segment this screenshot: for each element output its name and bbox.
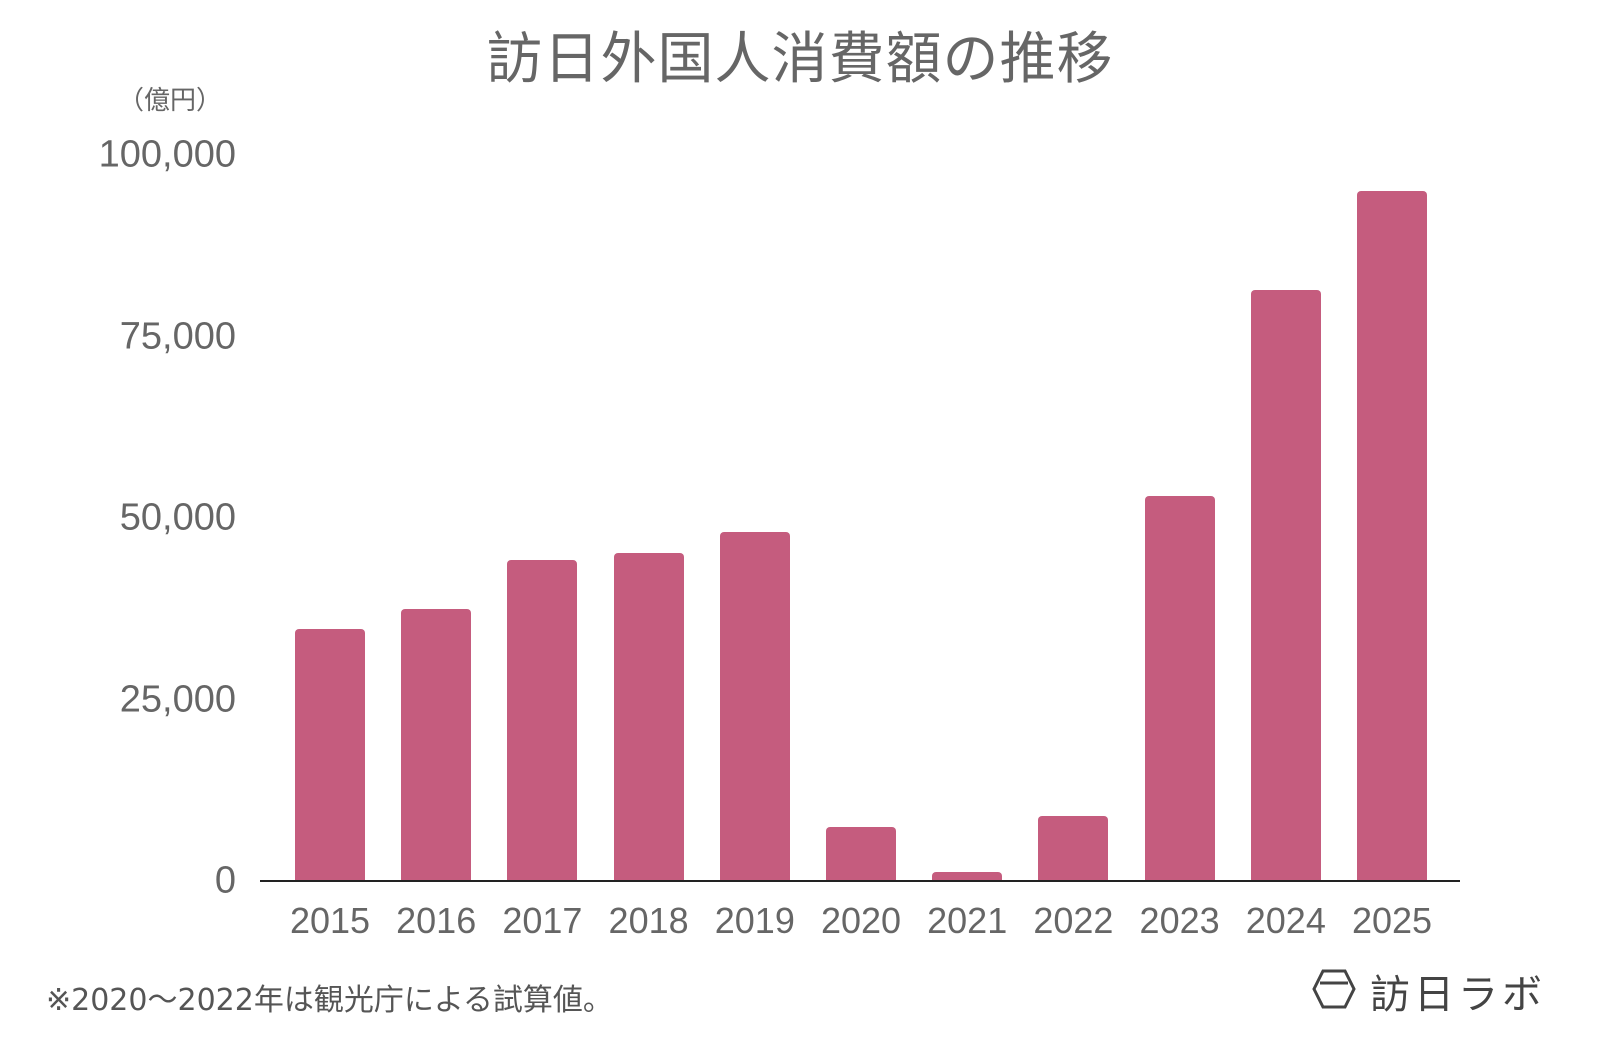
- bar-2020: [826, 826, 896, 881]
- x-tick-label: 2023: [1139, 900, 1220, 941]
- bar-2018: [613, 552, 684, 881]
- bar-2019: [719, 531, 790, 881]
- bar-2015: [295, 628, 365, 881]
- footnote: ※2020〜2022年は観光庁による試算値。: [46, 983, 613, 1018]
- x-tick-label: 2020: [820, 900, 902, 941]
- x-tick-label: 2019: [714, 900, 795, 941]
- brand-logo: 訪日ラボ: [1312, 962, 1546, 1020]
- bar-2017: [507, 560, 578, 881]
- bar-2021: [932, 872, 1003, 881]
- y-tick-label: 25,000: [119, 678, 236, 720]
- bar-2024: [1250, 290, 1321, 881]
- y-tick-label: 100,000: [98, 133, 236, 176]
- bar-2025: [1357, 191, 1427, 881]
- x-tick-label: 2021: [927, 900, 1008, 941]
- bar-2023: [1144, 495, 1215, 881]
- y-tick-label: 50,000: [119, 496, 236, 539]
- y-axis-unit-label: （億円）: [118, 86, 223, 116]
- x-tick-label: 2022: [1033, 900, 1114, 941]
- x-tick-label: 2025: [1351, 900, 1433, 941]
- x-tick-label: 2015: [289, 900, 371, 941]
- x-tick-label: 2016: [396, 900, 477, 941]
- x-tick-label: 2018: [608, 900, 689, 941]
- plot-area: [260, 100, 1460, 881]
- y-tick-label: 75,000: [119, 315, 236, 357]
- brand-name: 訪日ラボ: [1370, 972, 1546, 1018]
- bar-2016: [401, 608, 472, 881]
- bar-2022: [1038, 815, 1109, 881]
- x-axis-line: [260, 880, 1460, 882]
- x-tick-label: 2024: [1245, 900, 1326, 941]
- x-tick-label: 2017: [502, 900, 583, 941]
- y-tick-label: 0: [214, 859, 236, 902]
- chart-title: 訪日外国人消費額の推移: [486, 27, 1114, 92]
- hexagon-logo-icon: [1312, 969, 1356, 1013]
